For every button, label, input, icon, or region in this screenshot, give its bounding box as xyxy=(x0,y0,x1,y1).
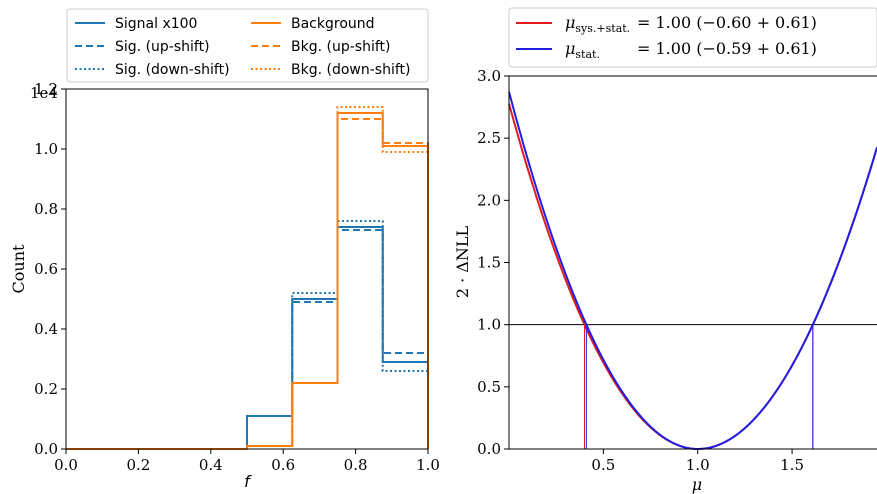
histogram-series-5 xyxy=(66,106,429,450)
nll-legend-label: μstat. xyxy=(565,39,600,61)
nll-series xyxy=(508,75,877,450)
histogram-x-tick-label: 0.6 xyxy=(271,456,295,474)
histogram-y-tick-label: 1.2 xyxy=(34,80,58,98)
histogram-y-tick-label: 0.0 xyxy=(34,440,58,458)
histogram-legend-frame xyxy=(66,8,429,83)
nll-x-axis-label: μ xyxy=(692,475,702,494)
nll-ticks: 0.5 1.0 1.5 0.0 0.5 1.0 1.5 2.0 2.5 3.0 xyxy=(477,67,804,474)
nll-legend: μsys.+stat. = 1.00 (−0.60 + 0.61) μstat. = … xyxy=(508,7,877,68)
nll-y-axis-label: 2 · ΔNLL xyxy=(453,226,472,299)
histogram-x-tick-label: 0.2 xyxy=(126,456,150,474)
nll-y-tick-label: 2.0 xyxy=(477,191,501,209)
nll-y-tick-label: 2.5 xyxy=(477,129,501,147)
nll-y-tick-label: 3.0 xyxy=(477,67,501,85)
histogram-legend-label: Bkg. (down-shift) xyxy=(291,62,410,78)
histogram-y-tick-label: 0.4 xyxy=(34,320,58,338)
histogram-x-tick-label: 0.0 xyxy=(54,456,78,474)
histogram-y-scale-label: 1e4 xyxy=(30,84,58,102)
histogram-y-axis-label: Count xyxy=(9,244,28,293)
histogram-series-2 xyxy=(66,220,429,450)
histogram-axes-frame xyxy=(65,88,429,450)
histogram-legend-label: Sig. (up-shift) xyxy=(115,39,210,55)
histogram-legend-label: Bkg. (up-shift) xyxy=(291,39,390,55)
histogram-series-1 xyxy=(66,229,429,450)
nll-curve-0 xyxy=(508,103,877,450)
nll-x-tick-label: 1.5 xyxy=(780,456,804,474)
nll-legend-value: = 1.00 (−0.60 + 0.61) xyxy=(637,13,817,32)
nll-legend-value: = 1.00 (−0.59 + 0.61) xyxy=(637,39,817,58)
histogram-x-tick-label: 1.0 xyxy=(416,456,440,474)
nll-legend-frame xyxy=(508,7,877,68)
nll-panel: μsys.+stat. = 1.00 (−0.60 + 0.61) μstat. = … xyxy=(453,7,877,494)
histogram-x-axis-label: f xyxy=(244,472,252,491)
nll-curve-1 xyxy=(508,91,877,450)
histogram-y-tick-label: 0.2 xyxy=(34,380,58,398)
histogram-legend-label: Background xyxy=(291,16,375,32)
histogram-legend-label: Signal x100 xyxy=(115,16,197,32)
nll-y-tick-label: 1.5 xyxy=(477,254,501,272)
histogram-y-tick-label: 0.6 xyxy=(34,260,58,278)
histogram-series xyxy=(66,106,429,450)
nll-y-tick-label: 0.0 xyxy=(477,440,501,458)
nll-x-tick-label: 0.5 xyxy=(591,456,615,474)
nll-legend-label: μsys.+stat. xyxy=(565,13,630,35)
nll-x-tick-label: 1.0 xyxy=(686,456,710,474)
histogram-series-3 xyxy=(66,112,429,450)
histogram-panel: Signal x100 Sig. (up-shift) Sig. (down-shi… xyxy=(9,8,440,491)
histogram-y-tick-label: 0.8 xyxy=(34,200,58,218)
histogram-ticks: 0.0 0.2 0.4 0.6 0.8 1.0 0.0 0.2 0.4 0.6 0.8 1.0 1.2 xyxy=(34,80,440,474)
histogram-legend: Signal x100 Sig. (up-shift) Sig. (down-shi… xyxy=(66,8,429,83)
histogram-x-tick-label: 0.4 xyxy=(199,456,223,474)
nll-y-tick-label: 0.5 xyxy=(477,378,501,396)
nll-y-tick-label: 1.0 xyxy=(477,316,501,334)
histogram-legend-label: Sig. (down-shift) xyxy=(115,62,230,78)
histogram-x-tick-label: 0.8 xyxy=(344,456,368,474)
histogram-series-4 xyxy=(66,118,429,450)
histogram-y-tick-label: 1.0 xyxy=(34,140,58,158)
